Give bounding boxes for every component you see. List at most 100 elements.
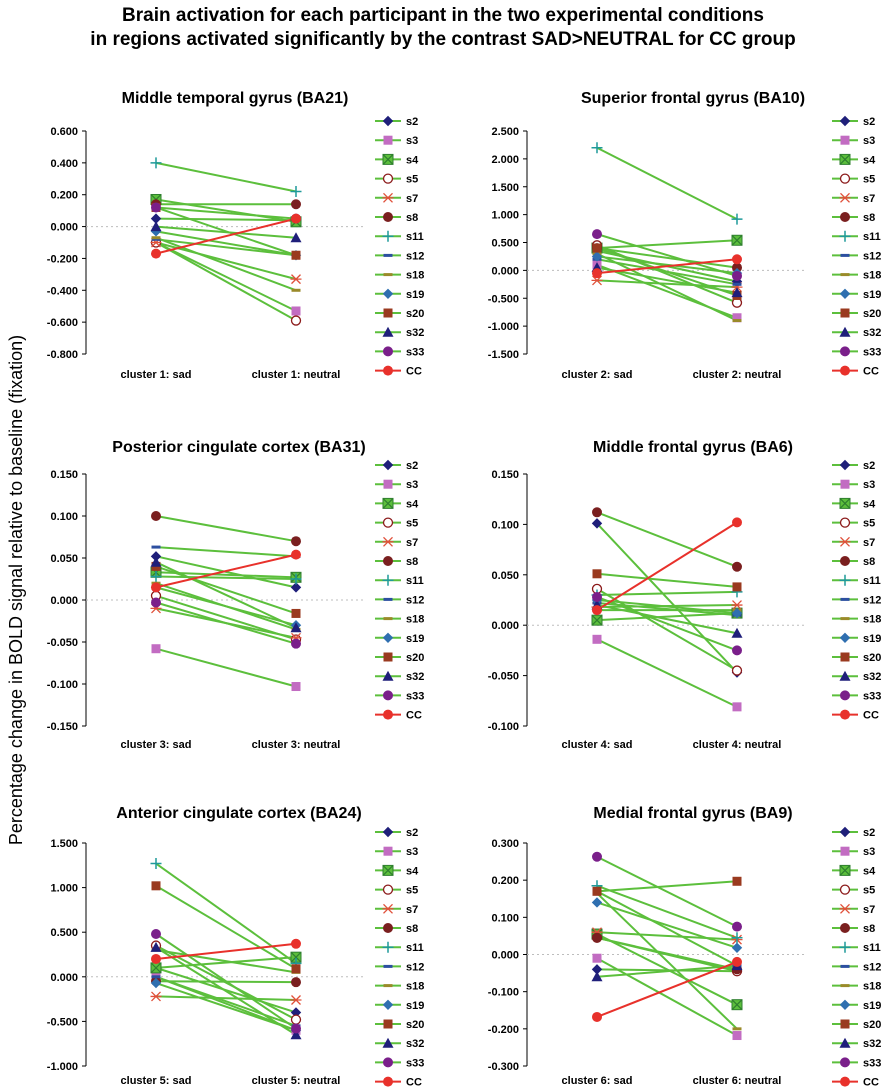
y-tick-label: 0.200 <box>50 190 78 202</box>
legend-label-s20: s20 <box>863 1019 881 1031</box>
category-label-neutral: cluster 3: neutral <box>252 739 341 751</box>
series-line-s32 <box>155 225 297 239</box>
series-line-s19 <box>155 586 297 627</box>
y-tick-label: 0.150 <box>491 469 519 481</box>
y-tick-label: 0.000 <box>50 972 78 984</box>
y-tick-label: 0.000 <box>50 222 78 234</box>
legend-label-CC: CC <box>863 710 879 722</box>
legend-label-s19: s19 <box>406 289 424 301</box>
legend-label-CC: CC <box>863 1077 879 1089</box>
legend-label-s4: s4 <box>863 498 876 510</box>
series-line-s19 <box>155 230 297 257</box>
point-s5-neutral <box>290 315 302 326</box>
legend-label-s32: s32 <box>406 671 424 683</box>
point-s3-sad <box>151 644 161 654</box>
legend-marker-s32 <box>839 670 851 681</box>
series-line-s32 <box>155 561 297 629</box>
y-tick-label: 1.000 <box>50 883 78 895</box>
legend-marker-s33 <box>840 1057 850 1068</box>
series-line-s20 <box>596 880 738 893</box>
panel-title: Superior frontal gyrus (BA10) <box>581 90 805 107</box>
y-tick-label: 2.000 <box>491 154 519 166</box>
point-s19-neutral <box>731 942 743 954</box>
series-line-s12 <box>155 975 297 1027</box>
point-s33-sad <box>151 202 161 213</box>
legend-label-s12: s12 <box>863 594 881 606</box>
legend-label-s5: s5 <box>863 174 875 186</box>
y-tick-label: -1.000 <box>488 321 519 333</box>
legend-label-s7: s7 <box>863 193 875 205</box>
legend-marker-CC <box>383 365 393 376</box>
legend-marker-s12 <box>383 964 393 968</box>
point-s18-sad <box>151 236 161 240</box>
legend-marker-s11 <box>839 230 851 242</box>
series-line-CC <box>155 942 297 960</box>
point-s33-neutral <box>732 921 742 932</box>
legend-marker-s11 <box>839 574 851 586</box>
point-s4-neutral <box>731 234 743 246</box>
y-tick-label: 0.200 <box>491 875 519 887</box>
legend-marker-s19 <box>382 288 394 300</box>
series-line-s33 <box>596 233 738 277</box>
y-tick-label: -0.100 <box>488 987 519 999</box>
legend-label-s7: s7 <box>406 193 418 205</box>
series-line-s4 <box>155 956 297 969</box>
legend-label-CC: CC <box>406 710 422 722</box>
series-line-s33 <box>155 933 297 1030</box>
legend-label-s12: s12 <box>406 961 424 973</box>
legend-marker-s19 <box>382 632 394 644</box>
legend-marker-s7 <box>382 536 394 547</box>
legend-label-s8: s8 <box>406 556 418 568</box>
legend-marker-s2 <box>839 459 851 471</box>
series-line-s5 <box>596 244 738 304</box>
category-label-sad: cluster 3: sad <box>121 739 192 751</box>
figure-title-line-1: Brain activation for each participant in… <box>122 5 764 26</box>
point-s19-neutral <box>731 607 743 619</box>
series-line-s19 <box>596 901 738 949</box>
series-line-s8 <box>596 936 738 971</box>
point-s12-neutral <box>732 282 742 286</box>
legend-marker-CC <box>840 709 850 720</box>
legend-label-s5: s5 <box>863 518 875 530</box>
series-line-s32 <box>155 946 297 1036</box>
chart-panel-2: Superior frontal gyrus (BA10) 2.500 2.000 1… <box>488 90 882 381</box>
series-line-s18 <box>596 252 738 322</box>
series-line-s20 <box>596 572 738 588</box>
legend-label-s2: s2 <box>406 460 418 472</box>
legend-label-s20: s20 <box>406 308 424 320</box>
legend-label-s11: s11 <box>406 942 424 954</box>
legend-label-s2: s2 <box>863 827 875 839</box>
point-s18-neutral <box>291 288 301 292</box>
series-line-CC <box>596 258 738 275</box>
y-tick-label: 1.500 <box>50 838 78 850</box>
point-s8-neutral <box>291 199 301 210</box>
point-CC-neutral <box>291 213 301 224</box>
point-CC-neutral <box>732 517 742 528</box>
point-s11-sad <box>150 157 162 169</box>
series-line-s20 <box>155 884 297 970</box>
series-line-CC <box>596 521 738 611</box>
legend-label-s11: s11 <box>406 231 424 243</box>
legend-label-s32: s32 <box>406 1038 424 1050</box>
point-s8-sad <box>592 932 602 943</box>
y-tick-label: -0.400 <box>47 285 78 297</box>
legend-label-s8: s8 <box>863 556 875 568</box>
point-s32-sad <box>150 556 162 567</box>
legend-marker-s11 <box>382 230 394 242</box>
shared-y-axis-label: Percentage change in BOLD signal relativ… <box>6 335 26 845</box>
legend-marker-s20 <box>383 1019 393 1029</box>
point-s5-neutral <box>290 1014 302 1025</box>
legend-label-s3: s3 <box>406 846 418 858</box>
legend-label-s19: s19 <box>406 633 424 645</box>
point-s7-neutral <box>290 995 302 1005</box>
legend-label-s4: s4 <box>406 154 419 166</box>
series-line-s7 <box>596 279 738 289</box>
point-s32-neutral <box>290 622 302 633</box>
legend-label-s32: s32 <box>863 671 881 683</box>
legend-label-CC: CC <box>406 1077 422 1089</box>
legend-marker-s2 <box>839 826 851 838</box>
legend: s2 s3 s4 s5 s7 s8 s11 s12 s18 s19 s20 s32 s33 CC <box>832 115 881 378</box>
category-label-sad: cluster 4: sad <box>562 739 633 751</box>
legend-label-s3: s3 <box>406 135 418 147</box>
chart-panel-1: Middle temporal gyrus (BA21) 0.600 0.400 0.… <box>47 90 425 381</box>
